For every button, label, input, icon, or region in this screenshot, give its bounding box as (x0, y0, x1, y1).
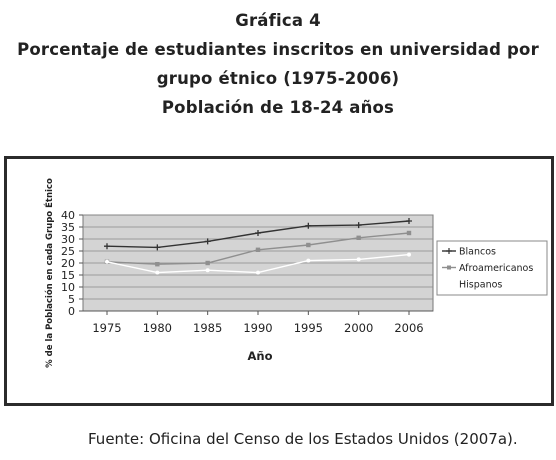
data-point (356, 235, 361, 240)
y-tick-label: 20 (61, 257, 75, 270)
data-point (154, 244, 161, 251)
x-tick-label: 1980 (143, 321, 172, 335)
y-tick-label: 40 (61, 209, 75, 222)
data-point (204, 238, 211, 245)
x-tick-label: 1985 (193, 321, 222, 335)
legend-label: Blancos (459, 247, 496, 258)
data-point (205, 260, 210, 266)
data-point (406, 230, 412, 236)
chart-title-block: Gráfica 4 Porcentaje de estudiantes insc… (0, 6, 556, 122)
data-point (305, 222, 312, 229)
y-tick-label: 35 (61, 221, 75, 234)
data-point (356, 257, 361, 262)
x-axis-title: Año (248, 349, 273, 363)
data-point (155, 262, 160, 267)
data-point (105, 259, 109, 264)
data-point (306, 242, 311, 248)
x-tick-label: 1995 (294, 321, 323, 335)
legend-marker (447, 265, 451, 270)
x-tick-label: 2000 (344, 321, 373, 335)
y-tick-label: 10 (61, 281, 75, 294)
chart-frame: 0 5 10 15 20 25 30 35 40 1975 1980 1985 1990 1995 2000… (4, 156, 554, 406)
y-axis-title: % de la Población en cada Grupo Étnico (43, 178, 55, 368)
y-tick-label: 5 (68, 293, 75, 306)
data-point (306, 258, 311, 263)
source-note: Fuente: Oficina del Censo de los Estados… (88, 430, 518, 448)
y-tick-label: 15 (61, 269, 75, 282)
chart-title-number: Gráfica 4 (235, 11, 321, 30)
data-point (256, 270, 260, 275)
legend-label: Afroamericanos (459, 263, 533, 274)
data-point (155, 270, 160, 275)
y-tick-label: 25 (61, 245, 75, 258)
data-point (407, 252, 411, 257)
x-tick-label: 1990 (243, 321, 272, 335)
x-tick-label: 2006 (394, 321, 423, 335)
data-point (205, 268, 210, 273)
legend-marker (446, 248, 452, 254)
data-point (255, 247, 261, 252)
y-tick-label: 30 (61, 233, 75, 246)
chart-title-line-1: Porcentaje de estudiantes inscritos en u… (17, 40, 539, 59)
chart-subtitle: Población de 18-24 años (161, 98, 395, 117)
legend-label: Hispanos (459, 280, 502, 291)
data-point (355, 222, 362, 229)
data-point (255, 230, 261, 236)
data-point (406, 218, 412, 224)
y-tick-label: 0 (68, 305, 75, 318)
x-tick-label: 1975 (92, 321, 121, 335)
data-point (104, 243, 110, 250)
chart-title-line-2: grupo étnico (1975-2006) (156, 69, 400, 88)
